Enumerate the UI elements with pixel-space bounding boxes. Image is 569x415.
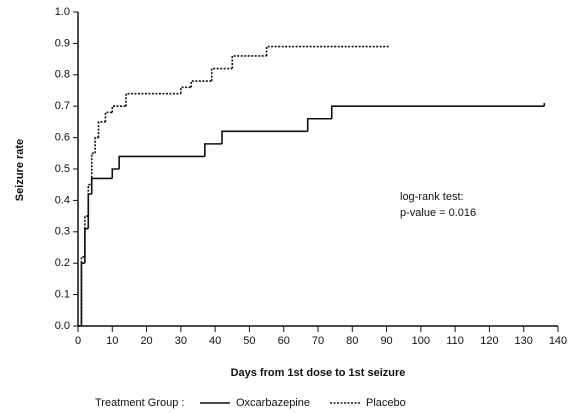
legend-title: Treatment Group : bbox=[95, 397, 184, 409]
step-segment bbox=[80, 262, 85, 326]
x-tick-label: 80 bbox=[346, 335, 358, 347]
x-tick-label: 140 bbox=[549, 335, 567, 347]
step-segment bbox=[306, 117, 332, 132]
step-segment bbox=[330, 105, 545, 119]
y-tick-label: 0.9 bbox=[55, 37, 70, 49]
y-tick-label: 0.8 bbox=[55, 69, 70, 81]
step-segment bbox=[125, 92, 181, 107]
step-segment bbox=[90, 152, 96, 185]
x-tick-label: 110 bbox=[446, 335, 464, 347]
x-tick-label: 100 bbox=[412, 335, 430, 347]
x-axis-label: Days from 1st dose to 1st seizure bbox=[231, 367, 406, 379]
x-tick-label: 50 bbox=[243, 335, 255, 347]
y-tick-label: 0.7 bbox=[55, 100, 70, 112]
x-tick-label: 90 bbox=[380, 335, 392, 347]
y-tick-label: 1.0 bbox=[55, 6, 70, 18]
y-tick-label: 0.5 bbox=[55, 163, 70, 175]
x-tick-label: 70 bbox=[312, 335, 324, 347]
x-tick-label: 30 bbox=[175, 335, 187, 347]
y-tick-label: 0.3 bbox=[55, 226, 70, 238]
step-segment bbox=[90, 177, 113, 195]
step-segment bbox=[265, 45, 390, 56]
annotation: p-value = 0.016 bbox=[400, 207, 476, 219]
x-tick-label: 40 bbox=[209, 335, 221, 347]
step-segment bbox=[221, 130, 308, 144]
step-segment bbox=[180, 86, 192, 94]
y-axis-label: Seizure rate bbox=[14, 139, 26, 201]
step-segment bbox=[231, 55, 267, 69]
x-tick-label: 0 bbox=[75, 335, 81, 347]
step-segment bbox=[94, 136, 99, 154]
y-tick-label: 0.4 bbox=[55, 194, 70, 206]
annotation: log-rank test: bbox=[400, 191, 464, 203]
y-tick-label: 0.2 bbox=[55, 257, 70, 269]
step-segment bbox=[80, 256, 85, 326]
x-tick-label: 60 bbox=[278, 335, 290, 347]
y-tick-label: 0.1 bbox=[55, 289, 70, 301]
x-tick-label: 10 bbox=[106, 335, 118, 347]
step-segment bbox=[118, 155, 205, 169]
step-segment bbox=[111, 168, 120, 179]
y-tick-label: 0.0 bbox=[55, 320, 70, 332]
legend-label: Placebo bbox=[366, 397, 406, 409]
x-tick-label: 130 bbox=[515, 335, 533, 347]
x-tick-label: 20 bbox=[140, 335, 152, 347]
step-segment bbox=[97, 121, 106, 138]
step-segment bbox=[84, 215, 89, 257]
step-segment bbox=[104, 111, 113, 122]
step-segment bbox=[210, 67, 233, 82]
step-segment bbox=[111, 105, 126, 113]
step-segment bbox=[190, 80, 212, 88]
legend-label: Oxcarbazepine bbox=[236, 397, 310, 409]
step-segment bbox=[204, 143, 222, 157]
y-tick-label: 0.6 bbox=[55, 132, 70, 144]
x-tick-label: 120 bbox=[480, 335, 498, 347]
